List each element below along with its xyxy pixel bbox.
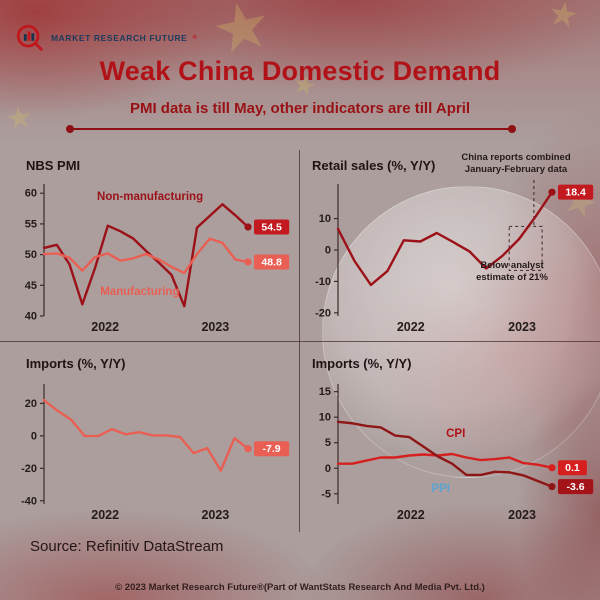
page-subtitle: PMI data is till May, other indicators a…	[129, 100, 471, 117]
svg-text:0: 0	[31, 430, 37, 442]
svg-text:0: 0	[325, 245, 331, 257]
nbs-pmi-chart: 60 55 50 45 40 2022 2023 54.5 Non-manufacturing 4…	[10, 178, 292, 336]
copyright-text: © 2023 Market Research Future®(Part of W…	[115, 582, 485, 593]
panel-retail-sales: Retail sales (%, Y/Y) China reports comb…	[304, 152, 596, 340]
brand-logo: MARKET RESEARCH FUTURE ®	[14, 22, 197, 54]
svg-text:50: 50	[25, 249, 37, 261]
panel-nbs-pmi: NBS PMI 60 55 50 45 40 2022 2023 54.5 Non-manufa…	[10, 156, 292, 340]
svg-text:55: 55	[25, 218, 37, 230]
svg-text:-20: -20	[21, 463, 37, 475]
svg-text:2022: 2022	[397, 508, 425, 522]
svg-text:20: 20	[25, 398, 37, 410]
chart-title: NBS PMI	[26, 158, 81, 173]
svg-text:10: 10	[319, 412, 331, 424]
svg-text:0.1: 0.1	[565, 462, 580, 474]
svg-text:5: 5	[325, 437, 331, 449]
svg-text:0: 0	[325, 463, 331, 475]
rule-endpoint-dot	[508, 125, 516, 133]
svg-text:-20: -20	[315, 307, 331, 319]
svg-text:48.8: 48.8	[261, 256, 282, 268]
svg-text:40: 40	[25, 311, 37, 323]
line-chart-svg: 10 0 -10 -20 2022 2023 18.4	[315, 180, 594, 334]
line-chart-svg: 20 0 -20 -40 2022 2023 -7.9	[21, 384, 290, 522]
svg-text:-7.9: -7.9	[263, 443, 281, 455]
svg-text:2022: 2022	[91, 508, 119, 522]
svg-text:18.4: 18.4	[565, 187, 586, 199]
svg-text:60: 60	[25, 188, 37, 200]
chart-title: Imports (%, Y/Y)	[26, 356, 126, 371]
line-chart-svg: 15 10 5 0 -5 2022 2023 0.1 CPI -3.6 PPI	[319, 384, 594, 522]
svg-text:PPI: PPI	[431, 483, 450, 495]
svg-text:2023: 2023	[201, 508, 229, 522]
svg-text:2023: 2023	[201, 320, 229, 334]
svg-text:-40: -40	[21, 495, 37, 507]
svg-text:54.5: 54.5	[261, 221, 282, 233]
panel-cpi-ppi: Imports (%, Y/Y) 15 10 5 0 -5 2022 2023 0.1 CPI -…	[304, 354, 596, 530]
svg-text:2022: 2022	[91, 320, 119, 334]
source-text: Source: Refinitiv DataStream	[30, 538, 224, 555]
logo-magnifier-chart-icon	[16, 24, 43, 51]
star-icon: ★	[544, 0, 582, 37]
rule-endpoint-dot	[66, 125, 74, 133]
svg-text:2022: 2022	[397, 320, 425, 334]
annotation-analyst-estimate: Below analyst estimate of 21%	[476, 260, 548, 283]
svg-text:15: 15	[319, 386, 331, 398]
svg-text:-3.6: -3.6	[567, 481, 585, 493]
cpi-ppi-chart: 15 10 5 0 -5 2022 2023 0.1 CPI -3.6 PPI	[304, 378, 596, 524]
panel-imports: Imports (%, Y/Y) 20 0 -20 -40 2022 2023 -7.9	[10, 354, 292, 530]
svg-text:Manufacturing: Manufacturing	[100, 286, 179, 298]
globe-image	[322, 186, 600, 478]
svg-text:2023: 2023	[508, 508, 536, 522]
svg-text:CPI: CPI	[446, 428, 465, 440]
divider-rule	[66, 125, 516, 133]
svg-text:Non-manufacturing: Non-manufacturing	[97, 191, 203, 203]
horizontal-divider	[0, 341, 600, 342]
svg-text:-5: -5	[321, 488, 331, 500]
retail-sales-chart: 10 0 -10 -20 2022 2023 18.4	[304, 178, 596, 336]
svg-text:-10: -10	[315, 276, 331, 288]
brand-name: MARKET RESEARCH FUTURE	[51, 33, 188, 43]
registered-mark: ®	[192, 35, 197, 41]
svg-text:10: 10	[319, 213, 331, 225]
chart-title: Imports (%, Y/Y)	[312, 356, 412, 371]
line-chart-svg: 60 55 50 45 40 2022 2023 54.5 Non-manufacturing 4…	[25, 184, 290, 334]
imports-chart: 20 0 -20 -40 2022 2023 -7.9	[10, 378, 292, 524]
svg-text:2023: 2023	[508, 320, 536, 334]
page-title: Weak China Domestic Demand	[99, 56, 501, 86]
annotation-combined-data: China reports combined January-February …	[461, 152, 571, 175]
chart-title: Retail sales (%, Y/Y)	[312, 158, 436, 173]
svg-text:45: 45	[25, 280, 37, 292]
